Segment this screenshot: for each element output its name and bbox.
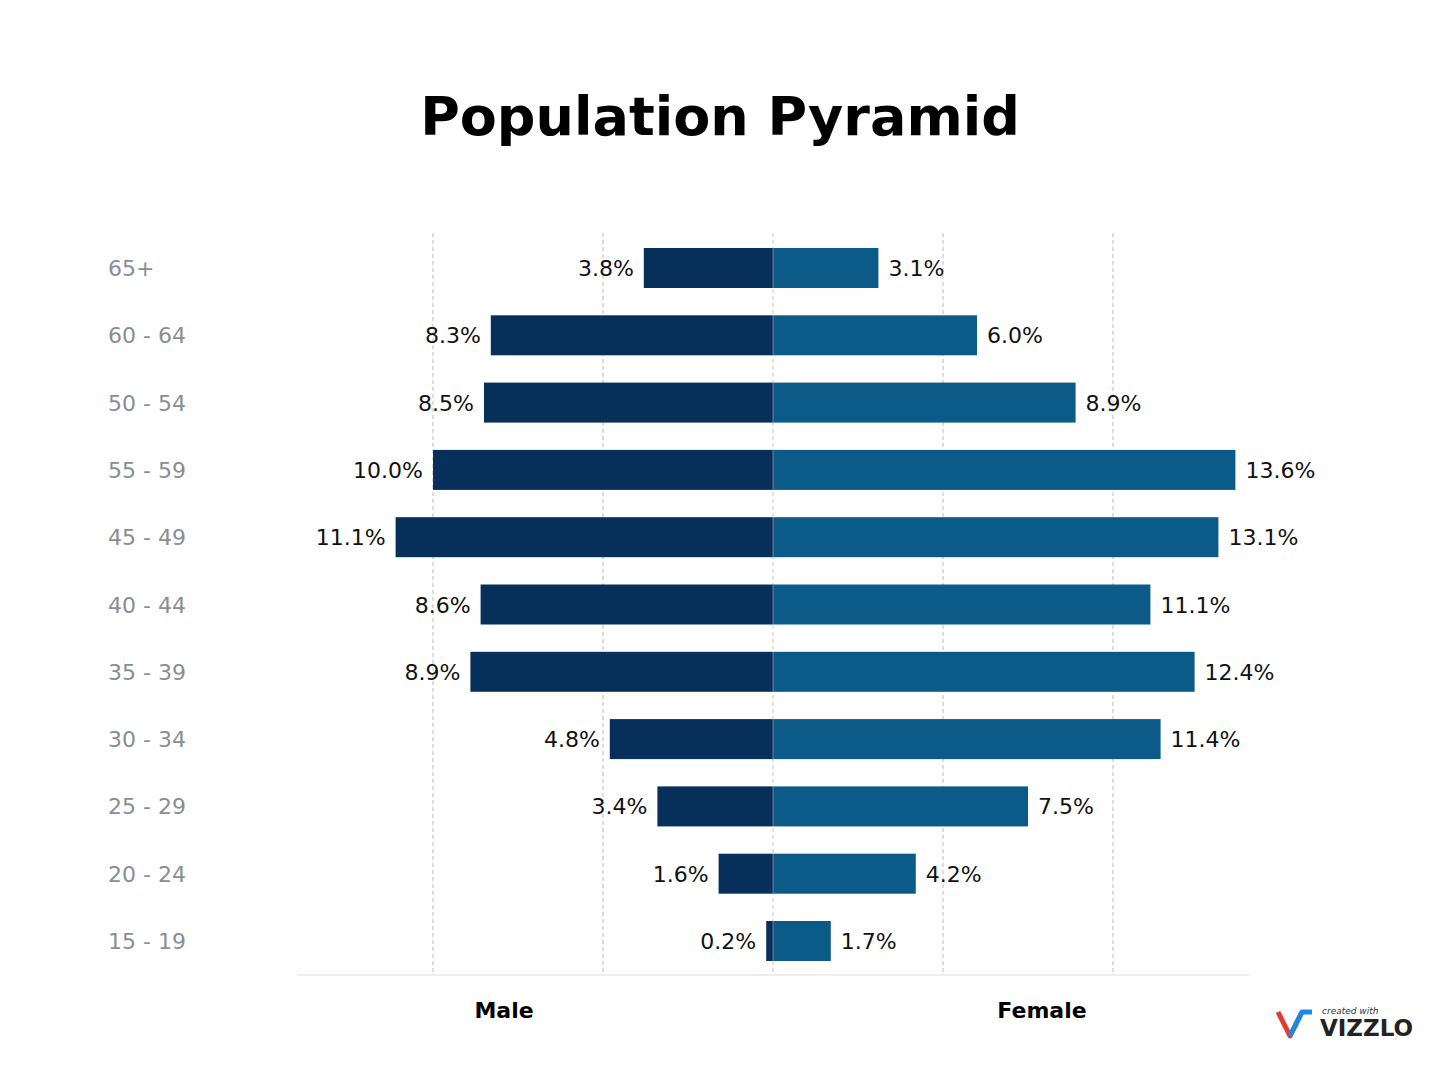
data-label: 1.7%: [841, 929, 897, 954]
bar: [396, 517, 773, 557]
category-label: 30 - 34: [108, 727, 186, 752]
data-label: 12.4%: [1205, 660, 1275, 685]
legend-label: Male: [474, 998, 533, 1023]
bar: [773, 383, 1076, 423]
legend-label: Female: [997, 998, 1086, 1023]
bar: [773, 450, 1235, 490]
data-label: 8.9%: [1086, 391, 1142, 416]
data-label: 13.6%: [1245, 458, 1315, 483]
data-label: 13.1%: [1228, 525, 1298, 550]
data-label: 6.0%: [987, 323, 1043, 348]
bar: [773, 517, 1218, 557]
bar: [773, 652, 1195, 692]
credit-brand: VIZZLO: [1320, 1015, 1413, 1041]
title: Population Pyramid: [420, 85, 1020, 148]
credit: created withVIZZLO: [1278, 1006, 1413, 1041]
data-label: 0.2%: [700, 929, 756, 954]
data-label: 8.9%: [404, 660, 460, 685]
bar: [773, 786, 1028, 826]
category-label: 15 - 19: [108, 929, 186, 954]
data-label: 8.6%: [415, 593, 471, 618]
category-label: 45 - 49: [108, 525, 186, 550]
bar: [481, 585, 773, 625]
bars: [396, 248, 1236, 961]
bar: [773, 315, 977, 355]
data-label: 11.1%: [316, 525, 386, 550]
bar: [773, 248, 878, 288]
bar: [491, 315, 773, 355]
center-line: [773, 233, 774, 975]
logo-icon: [1290, 1012, 1312, 1036]
data-label: 1.6%: [653, 862, 709, 887]
category-label: 55 - 59: [108, 458, 186, 483]
bar: [610, 719, 773, 759]
bar: [719, 854, 773, 894]
bar: [773, 719, 1161, 759]
category-label: 65+: [108, 256, 154, 281]
category-label: 20 - 24: [108, 862, 186, 887]
data-label: 3.4%: [591, 794, 647, 819]
bar: [657, 786, 773, 826]
data-label: 4.2%: [926, 862, 982, 887]
data-label: 11.4%: [1171, 727, 1241, 752]
category-label: 40 - 44: [108, 593, 186, 618]
data-label: 8.3%: [425, 323, 481, 348]
data-label: 7.5%: [1038, 794, 1094, 819]
chart: Population Pyramid 65+ 60 - 64 50 - 54 55 - …: [0, 0, 1440, 1080]
grid-line: [773, 233, 774, 975]
bar: [644, 248, 773, 288]
bar: [773, 921, 831, 961]
bar: [484, 383, 773, 423]
data-label: 11.1%: [1160, 593, 1230, 618]
category-label: 25 - 29: [108, 794, 186, 819]
bar: [433, 450, 773, 490]
category-label: 50 - 54: [108, 391, 186, 416]
data-label: 8.5%: [418, 391, 474, 416]
data-label: 3.8%: [578, 256, 634, 281]
data-label: 3.1%: [888, 256, 944, 281]
category-label: 60 - 64: [108, 323, 186, 348]
category-label: 35 - 39: [108, 660, 186, 685]
data-label: 10.0%: [353, 458, 423, 483]
bar: [766, 921, 773, 961]
bar: [773, 854, 916, 894]
bar: [470, 652, 773, 692]
bar: [773, 585, 1150, 625]
data-label: 4.8%: [544, 727, 600, 752]
